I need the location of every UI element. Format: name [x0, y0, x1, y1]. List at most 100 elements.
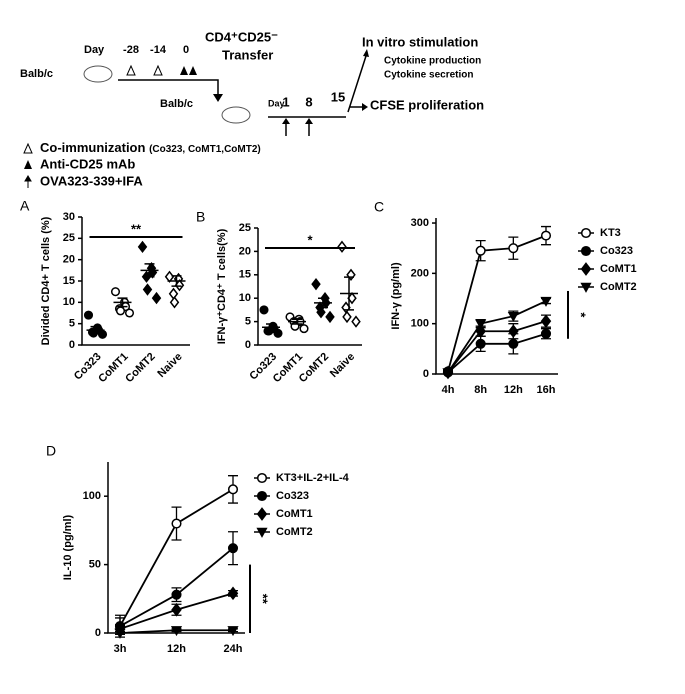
- marker: [171, 602, 182, 617]
- marker: [540, 314, 552, 328]
- legend-label: CoMT1: [276, 508, 313, 520]
- marker: [227, 586, 239, 601]
- x-tick-label: 8h: [474, 384, 487, 396]
- x-tick-label: 3h: [114, 643, 127, 655]
- marker: [151, 291, 162, 305]
- x-tick-label: Naive: [155, 351, 184, 380]
- legend-text: OVA323-339+IFA: [40, 173, 143, 188]
- y-tick-label: 200: [411, 267, 429, 279]
- marker: [110, 287, 121, 297]
- protocol-diagram: Balb/c Day -28 -14 0 CD4⁺CD25⁻ Transfer …: [20, 29, 484, 188]
- day: -28: [123, 44, 139, 56]
- y-tick-label: 0: [423, 368, 429, 380]
- mouse-label: Balb/c: [160, 98, 193, 110]
- y-tick-label: 25: [63, 232, 75, 244]
- mouse-label: Balb/c: [20, 68, 53, 80]
- y-tick-label: 5: [69, 318, 75, 330]
- marker: [256, 527, 268, 538]
- panel-label: A: [20, 198, 30, 214]
- marker: [507, 311, 519, 322]
- y-tick-label: 20: [63, 254, 75, 266]
- arrow-heads: [282, 118, 313, 124]
- outcome: In vitro stimulation: [362, 34, 478, 49]
- arrow-head: [213, 94, 223, 102]
- significance: *: [307, 232, 313, 247]
- day: -14: [150, 44, 167, 56]
- day: 1: [282, 94, 289, 109]
- marker: [508, 324, 519, 339]
- legend-text: Co-immunization: [40, 140, 145, 155]
- transfer-label: CD4⁺CD25⁻: [205, 29, 278, 44]
- legend-icon: [24, 160, 32, 169]
- marker: [580, 262, 592, 276]
- legend-text: Anti-CD25 mAb: [40, 156, 135, 171]
- marker: [83, 310, 94, 320]
- significance: *: [574, 312, 589, 318]
- marker: [540, 230, 552, 241]
- marker: [137, 240, 148, 254]
- y-tick-label: 5: [245, 316, 251, 328]
- sem-bar: [292, 318, 302, 325]
- arrow: [118, 79, 219, 98]
- marker: [256, 507, 268, 521]
- y-tick-label: 10: [239, 292, 251, 304]
- panel-label: D: [46, 443, 56, 459]
- day: 8: [305, 94, 312, 109]
- x-tick-label: 16h: [537, 384, 556, 396]
- marker: [299, 324, 309, 334]
- day: 15: [331, 89, 345, 104]
- x-tick-label: CoMT2: [297, 351, 331, 385]
- sem-bar: [171, 275, 182, 287]
- y-tick-label: 50: [89, 559, 101, 571]
- y-tick-label: 100: [411, 318, 429, 330]
- y-axis-label: IFN-γ⁺CD4⁺ T cells(%): [216, 228, 228, 344]
- series-line: [447, 332, 547, 374]
- y-tick-label: 0: [245, 339, 251, 351]
- transfer-label: Transfer: [222, 47, 273, 62]
- marker: [273, 328, 283, 338]
- legend-label: KT3+IL-2+IL-4: [276, 472, 350, 484]
- series-line: [447, 320, 547, 374]
- x-tick-label: 12h: [504, 384, 523, 396]
- sem-bar: [318, 297, 328, 309]
- series-line: [447, 300, 547, 373]
- day-label: Day: [268, 98, 285, 108]
- marker: [316, 306, 326, 319]
- y-tick-label: 15: [239, 269, 251, 281]
- marker: [227, 484, 239, 495]
- panel-label: B: [196, 209, 205, 225]
- marker: [227, 543, 239, 554]
- arrow-heads: [362, 49, 369, 111]
- x-tick-label: Naive: [328, 351, 357, 380]
- y-tick-label: 20: [239, 245, 251, 257]
- y-axis-label: IFN-γ (pg/ml): [390, 262, 402, 330]
- outcome-detail: Cytokine production: [384, 56, 481, 67]
- filled-triangles: [180, 66, 197, 75]
- marker: [475, 245, 486, 256]
- y-tick-label: 10: [63, 296, 75, 308]
- open-triangles: [126, 64, 163, 76]
- legend-label: CoMT2: [276, 526, 313, 538]
- y-axis-label: IL-10 (pg/ml): [62, 514, 74, 580]
- marker: [580, 245, 592, 257]
- sem-bar: [90, 325, 101, 335]
- outcome-detail: Cytokine secretion: [384, 70, 473, 81]
- x-tick-label: CoMT2: [123, 351, 157, 385]
- x-tick-label: 12h: [167, 643, 186, 655]
- marker: [508, 243, 519, 254]
- panel-label: C: [374, 199, 384, 215]
- marker: [227, 626, 239, 637]
- marker: [168, 287, 179, 300]
- series-line: [447, 234, 547, 372]
- mouse-icon: [83, 65, 113, 83]
- marker: [475, 319, 487, 330]
- marker: [351, 315, 361, 328]
- arrow: [347, 55, 367, 113]
- mouse-icon: [221, 106, 251, 124]
- marker: [256, 490, 268, 502]
- marker: [97, 329, 108, 339]
- legend-icon: [23, 142, 33, 154]
- y-tick-label: 0: [95, 627, 101, 639]
- marker: [169, 296, 180, 309]
- marker: [115, 306, 126, 316]
